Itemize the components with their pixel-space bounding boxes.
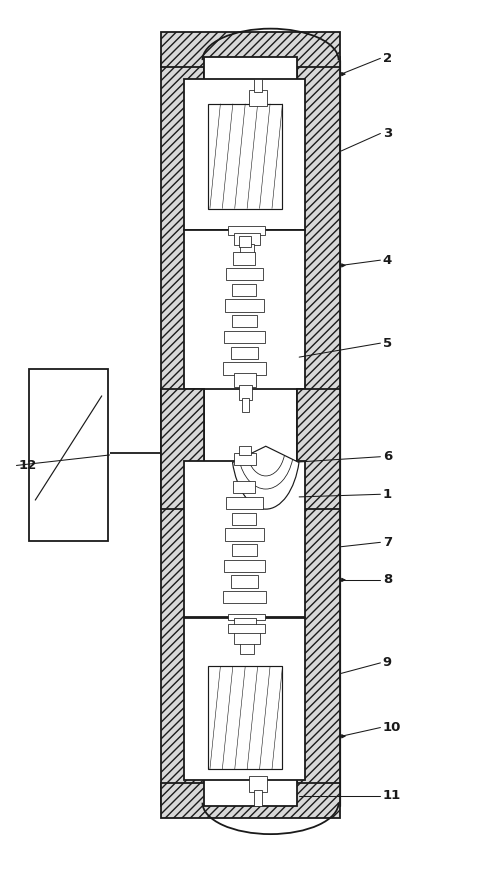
Text: 8: 8 bbox=[383, 573, 392, 586]
Bar bbox=[239, 385, 252, 400]
Bar bbox=[224, 331, 265, 343]
Text: 2: 2 bbox=[383, 52, 392, 65]
Bar bbox=[242, 398, 249, 412]
Text: 10: 10 bbox=[383, 721, 401, 734]
Bar bbox=[232, 284, 256, 296]
Bar bbox=[183, 80, 305, 229]
Bar bbox=[208, 667, 283, 769]
Text: 3: 3 bbox=[383, 127, 392, 140]
Bar bbox=[160, 32, 340, 67]
Bar bbox=[234, 233, 260, 245]
Text: 6: 6 bbox=[383, 451, 392, 463]
Bar bbox=[226, 268, 263, 280]
Bar bbox=[223, 592, 266, 604]
Bar bbox=[240, 243, 254, 256]
Bar bbox=[233, 252, 255, 264]
Text: 11: 11 bbox=[383, 789, 401, 802]
Bar bbox=[239, 235, 251, 247]
Bar bbox=[232, 513, 256, 525]
Bar bbox=[242, 639, 249, 653]
Bar bbox=[228, 614, 265, 620]
Bar bbox=[228, 625, 265, 634]
Bar bbox=[234, 619, 256, 629]
Bar bbox=[226, 497, 263, 509]
Bar bbox=[231, 346, 258, 359]
Bar bbox=[239, 627, 252, 640]
Bar bbox=[297, 57, 340, 806]
Bar bbox=[183, 619, 305, 780]
Text: 9: 9 bbox=[383, 656, 392, 669]
Bar bbox=[234, 632, 260, 644]
Bar bbox=[225, 299, 264, 311]
Bar bbox=[231, 576, 258, 588]
Bar bbox=[249, 90, 267, 106]
Bar bbox=[223, 362, 266, 374]
Bar bbox=[232, 544, 257, 556]
Text: 1: 1 bbox=[383, 487, 392, 500]
Bar bbox=[234, 453, 256, 466]
Bar bbox=[254, 80, 262, 92]
Bar bbox=[224, 560, 265, 572]
Bar bbox=[240, 642, 254, 654]
Bar bbox=[233, 481, 255, 493]
Bar bbox=[225, 528, 264, 541]
Bar bbox=[208, 104, 283, 208]
Bar bbox=[204, 57, 297, 806]
Text: 7: 7 bbox=[383, 536, 392, 549]
Bar bbox=[183, 229, 305, 389]
Bar bbox=[232, 315, 257, 327]
Bar bbox=[239, 446, 251, 455]
Bar bbox=[160, 388, 204, 509]
Text: 5: 5 bbox=[383, 337, 392, 350]
Bar bbox=[29, 369, 108, 541]
Bar bbox=[183, 461, 305, 617]
Bar bbox=[228, 226, 265, 234]
Bar bbox=[160, 57, 204, 806]
Bar bbox=[234, 373, 256, 387]
Text: 12: 12 bbox=[19, 459, 37, 472]
Wedge shape bbox=[232, 446, 299, 509]
Bar bbox=[297, 388, 340, 509]
Bar bbox=[160, 783, 340, 818]
Bar bbox=[254, 790, 262, 806]
Text: 4: 4 bbox=[383, 254, 392, 267]
Bar bbox=[249, 776, 267, 792]
